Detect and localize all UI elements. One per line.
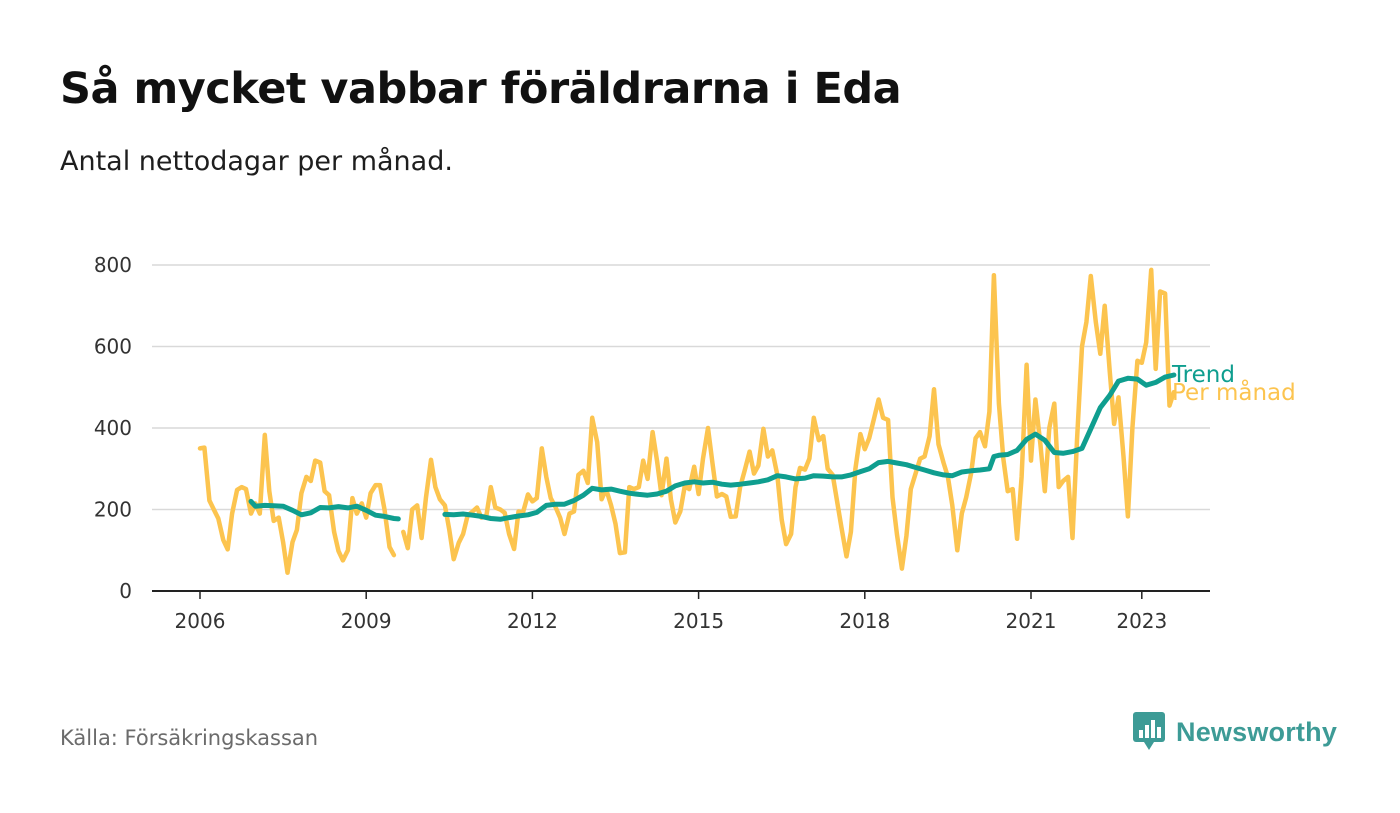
y-axis: 0 200 400 600 800 xyxy=(94,253,132,603)
source-note: Källa: Försäkringskassan xyxy=(60,726,319,750)
monthly-line xyxy=(401,267,1177,571)
brand-name: Newsworthy xyxy=(1176,716,1338,747)
x-tick-label: 2023 xyxy=(1116,609,1167,633)
x-tick-label: 2006 xyxy=(175,609,226,633)
y-tick-label: 0 xyxy=(119,579,132,603)
y-tick-label: 600 xyxy=(94,335,132,359)
newsworthy-logo-icon xyxy=(1133,712,1165,750)
x-tick-label: 2012 xyxy=(507,609,558,633)
legend-label-per-manad: Per månad xyxy=(1172,378,1296,406)
trend-line xyxy=(248,498,401,522)
y-tick-label: 800 xyxy=(94,253,132,277)
chart-subtitle: Antal nettodagar per månad. xyxy=(60,146,453,177)
legend-label-trend: Trend xyxy=(1171,362,1235,388)
x-axis: 2006 2009 2012 2015 2018 2021 2023 xyxy=(175,591,1167,633)
monthly-line xyxy=(197,432,397,575)
y-tick-label: 400 xyxy=(94,416,132,440)
x-tick-label: 2015 xyxy=(673,609,724,633)
series-lines xyxy=(197,267,1177,575)
y-tick-label: 200 xyxy=(94,498,132,522)
newsworthy-logo[interactable]: Newsworthy xyxy=(1132,710,1337,754)
x-tick-label: 2021 xyxy=(1006,609,1057,633)
x-tick-label: 2009 xyxy=(341,609,392,633)
trend-line xyxy=(442,372,1177,522)
chart-title: Så mycket vabbar föräldrarna i Eda xyxy=(60,64,902,114)
x-tick-label: 2018 xyxy=(839,609,890,633)
